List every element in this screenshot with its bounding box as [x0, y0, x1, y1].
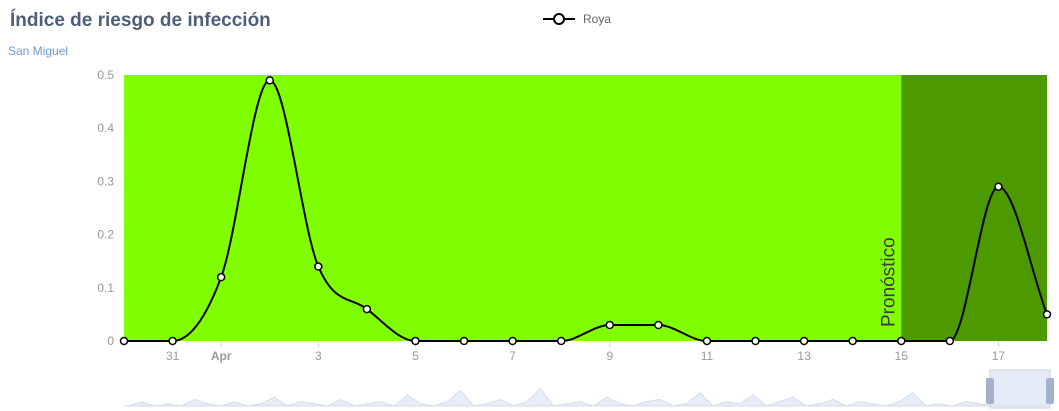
navigator-handle-left[interactable] — [986, 378, 994, 404]
x-tick-label: Apr — [211, 349, 232, 363]
data-point[interactable] — [751, 336, 760, 346]
y-tick-label: 0 — [107, 334, 114, 348]
y-tick-label: 0.4 — [97, 121, 114, 135]
x-tick-label: 3 — [315, 349, 322, 363]
data-point[interactable] — [605, 320, 615, 330]
x-tick-label: 9 — [606, 349, 613, 363]
forecast-label: Pronóstico — [878, 237, 899, 327]
navigator-series — [127, 387, 1047, 407]
y-tick-label: 0.2 — [97, 228, 114, 242]
data-point[interactable] — [848, 336, 857, 346]
data-point[interactable] — [1042, 310, 1052, 319]
forecast-band — [901, 75, 1047, 341]
data-point[interactable] — [411, 336, 420, 346]
data-point[interactable] — [265, 76, 274, 85]
data-point[interactable] — [168, 336, 177, 346]
data-point[interactable] — [508, 336, 517, 346]
legend-line-marker-icon — [543, 13, 575, 25]
navigator-handle-right[interactable] — [1046, 378, 1054, 404]
data-point[interactable] — [994, 182, 1003, 191]
plot-area — [124, 75, 1047, 341]
data-point[interactable] — [654, 320, 663, 330]
data-point[interactable] — [945, 336, 955, 346]
x-tick-label: 31 — [166, 349, 180, 363]
x-tick-label: 7 — [509, 349, 516, 363]
series-line-roya — [123, 79, 1048, 342]
data-point[interactable] — [216, 272, 226, 282]
data-point[interactable] — [459, 336, 469, 346]
data-point[interactable] — [702, 336, 712, 346]
data-point[interactable] — [119, 336, 129, 346]
y-tick-label: 0.3 — [97, 174, 114, 188]
data-point[interactable] — [556, 336, 566, 346]
data-point[interactable] — [314, 262, 323, 271]
data-point[interactable] — [362, 304, 372, 314]
x-tick-label: 15 — [895, 349, 909, 363]
y-tick-label: 0.1 — [97, 281, 114, 295]
data-point[interactable] — [799, 336, 809, 346]
navigator-selection[interactable] — [989, 369, 1051, 409]
y-tick-label: 0.5 — [97, 68, 114, 82]
legend-item-roya[interactable]: Roya — [583, 12, 612, 26]
x-tick-label: 11 — [701, 349, 714, 363]
x-tick-label: 5 — [412, 349, 419, 363]
x-tick-label: 13 — [797, 349, 811, 363]
chart-subtitle: San Miguel — [8, 44, 69, 58]
chart-title: Índice de riesgo de infección — [10, 10, 271, 31]
legend[interactable]: Roya — [541, 12, 611, 26]
x-tick-label: 17 — [992, 349, 1006, 363]
data-point[interactable] — [897, 336, 906, 346]
